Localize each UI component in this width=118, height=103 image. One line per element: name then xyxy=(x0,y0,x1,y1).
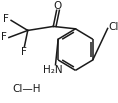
Text: O: O xyxy=(54,1,62,11)
Text: Cl: Cl xyxy=(108,22,118,32)
Text: H₂N: H₂N xyxy=(43,65,63,75)
Text: Cl—H: Cl—H xyxy=(12,84,41,94)
Text: F: F xyxy=(1,32,7,43)
Text: F: F xyxy=(21,47,27,57)
Text: F: F xyxy=(3,14,9,24)
